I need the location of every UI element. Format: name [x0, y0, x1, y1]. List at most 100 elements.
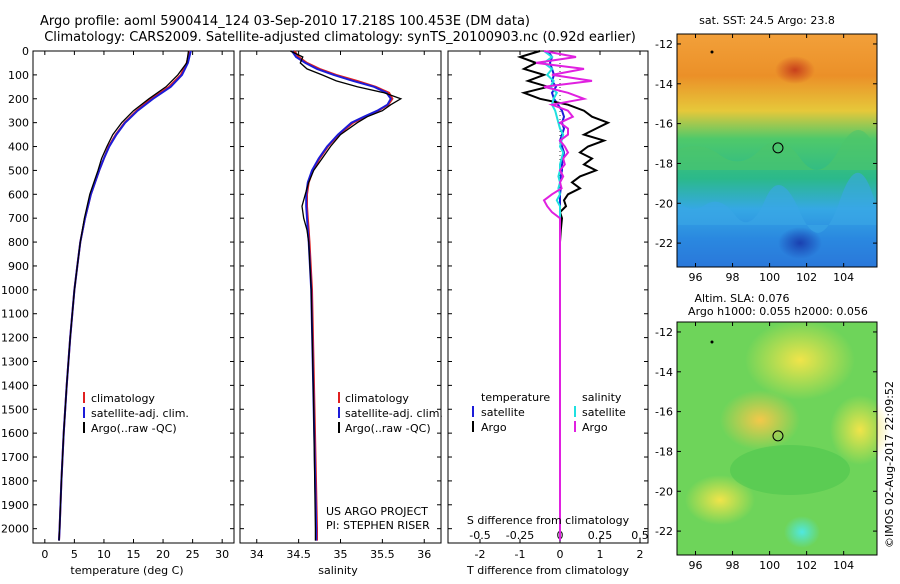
map-lat-tick-label: -12 — [655, 38, 673, 51]
legend-label-satellite: satellite-adj. clim. — [345, 407, 443, 420]
map-lat-tick-label: -20 — [655, 197, 673, 210]
depth-tick-label: 1500 — [1, 403, 29, 416]
legend-label-climatology: climatology — [91, 392, 155, 405]
temperature-panel: 0 5 10 15 20 25 30 — [41, 50, 229, 561]
depth-tick-label: 1700 — [1, 451, 29, 464]
figure-title-line1: Argo profile: aoml 5900414_124 03-Sep-20… — [40, 14, 530, 29]
temperature-tick-label: 15 — [127, 548, 141, 561]
depth-tick-label: 600 — [8, 188, 29, 201]
depth-tick-label: 1100 — [1, 308, 29, 321]
temperature-axis-label: temperature (deg C) — [70, 564, 183, 577]
sla-high-region-north — [745, 320, 855, 400]
legend-label-satellite: satellite-adj. clim. — [91, 407, 189, 420]
float-position-marker — [772, 142, 784, 154]
map-lat-tick-label: -22 — [655, 237, 673, 250]
previous-position-dot — [710, 50, 714, 54]
salinity-tick-label: 34.5 — [286, 548, 311, 561]
depth-tick-label: 1300 — [1, 355, 29, 368]
salinity-panel-frame — [239, 50, 442, 544]
depth-tick-label: 100 — [8, 69, 29, 82]
map-lat-tick-label: -16 — [655, 406, 673, 419]
salinity-tick-label: 35.5 — [370, 548, 395, 561]
imos-timestamp: ©IMOS 02-Aug-2017 22:09:52 — [883, 381, 896, 548]
sla-map-title: Altim. SLA: 0.076 — [694, 292, 789, 305]
sst-map-axes: 96 98 100 102 104 -12 -14 -16 -18 -20 -22 — [655, 34, 877, 284]
sla-map-frame — [676, 321, 878, 556]
temperature-tick-label: 0 — [41, 548, 48, 561]
salinity-series-climatology — [293, 50, 394, 541]
legend-label-t-satellite: satellite — [481, 406, 525, 419]
map-lon-tick-label: 96 — [689, 271, 703, 284]
difference-top-tick-label: -0.25 — [506, 529, 534, 542]
legend-label-s-satellite: satellite — [582, 406, 626, 419]
legend-label-argo: Argo(..raw -QC) — [345, 422, 431, 435]
temperature-series-argo — [58, 50, 190, 541]
map-lon-tick-label: 102 — [796, 271, 817, 284]
salinity-legend: climatology satellite-adj. clim. Argo(..… — [338, 392, 443, 435]
sla-low-band — [730, 445, 850, 495]
legend-title-salinity: salinity — [582, 391, 622, 404]
difference-tick-label: -1 — [515, 548, 526, 561]
difference-panel: -2 -1 0 1 2-0.5 -0.25 0 0.25 0.5 — [469, 50, 649, 561]
sla-map-axes: 96 98 100 102 104 -12 -14 -16 -18 -20 -22 — [655, 322, 877, 572]
depth-tick-label: 1600 — [1, 427, 29, 440]
map-lon-tick-label: 100 — [759, 271, 780, 284]
depth-tick-label: 400 — [8, 141, 29, 154]
map-lat-tick-label: -18 — [655, 157, 673, 170]
depth-tick-label: 2000 — [1, 523, 29, 536]
depth-tick-label: 500 — [8, 164, 29, 177]
temperature-tick-label: 20 — [156, 548, 170, 561]
difference-top-tick-label: -0.5 — [469, 529, 490, 542]
sla-map-subtitle: Argo h1000: 0.055 h2000: 0.056 — [688, 305, 868, 318]
legend-label-climatology: climatology — [345, 392, 409, 405]
temperature-series-satellite — [58, 50, 192, 541]
difference-series-s-argo — [535, 50, 593, 541]
map-lon-tick-label: 102 — [796, 559, 817, 572]
temperature-legend: climatology satellite-adj. clim. Argo(..… — [83, 392, 189, 435]
sst-map — [676, 33, 878, 268]
depth-tick-label: 1400 — [1, 379, 29, 392]
temperature-tick-label: 30 — [215, 548, 229, 561]
float-position-marker — [772, 430, 784, 442]
sst-cold-spot — [778, 227, 822, 259]
legend-label-s-argo: Argo — [582, 421, 608, 434]
sst-front-band — [677, 129, 877, 170]
difference-panel-frame — [447, 50, 649, 544]
salinity-tick-label: 36 — [417, 548, 431, 561]
temperature-tick-label: 25 — [186, 548, 200, 561]
map-lon-tick-label: 100 — [759, 559, 780, 572]
difference-tick-label: 0 — [557, 548, 564, 561]
previous-position-dot — [710, 340, 714, 344]
depth-tick-label: 0 — [22, 45, 29, 58]
depth-tick-label: 900 — [8, 260, 29, 273]
salinity-panel: 34 34.5 35 35.5 36 — [250, 50, 431, 561]
map-lat-tick-label: -22 — [655, 525, 673, 538]
difference-top-tick-label: 0.5 — [631, 529, 649, 542]
map-lon-tick-label: 98 — [726, 559, 740, 572]
difference-series-t-argo — [516, 50, 611, 541]
depth-tick-label: 200 — [8, 93, 29, 106]
map-lat-tick-label: -14 — [655, 366, 673, 379]
temperature-panel-frame — [32, 50, 235, 544]
sla-high-region-south — [685, 475, 755, 525]
pi-label: PI: STEPHEN RISER — [326, 519, 430, 532]
map-lon-tick-label: 104 — [833, 559, 854, 572]
map-lat-tick-label: -18 — [655, 445, 673, 458]
project-label: US ARGO PROJECT — [326, 505, 428, 518]
salinity-series-argo — [290, 50, 403, 541]
salinity-axis-label: salinity — [318, 564, 358, 577]
depth-tick-label: 700 — [8, 212, 29, 225]
sla-high-region-east — [830, 395, 890, 465]
depth-tick-label: 1900 — [1, 499, 29, 512]
depth-tick-label: 1800 — [1, 475, 29, 488]
depth-axis: 0 100 200 300 400 500 600 700 800 900 1000 1100 1200… — [1, 45, 648, 536]
sla-cyan-spot — [784, 516, 820, 548]
difference-legend: temperature salinity satellite Argo sate… — [472, 391, 626, 434]
legend-label-t-argo: Argo — [481, 421, 507, 434]
depth-tick-label: 1200 — [1, 332, 29, 345]
sla-high-region-center — [720, 390, 800, 450]
legend-title-temperature: temperature — [481, 391, 550, 404]
map-lon-tick-label: 98 — [726, 271, 740, 284]
figure-title-line2: Climatology: CARS2009. Satellite-adjuste… — [44, 30, 636, 45]
temperature-tick-label: 5 — [71, 548, 78, 561]
